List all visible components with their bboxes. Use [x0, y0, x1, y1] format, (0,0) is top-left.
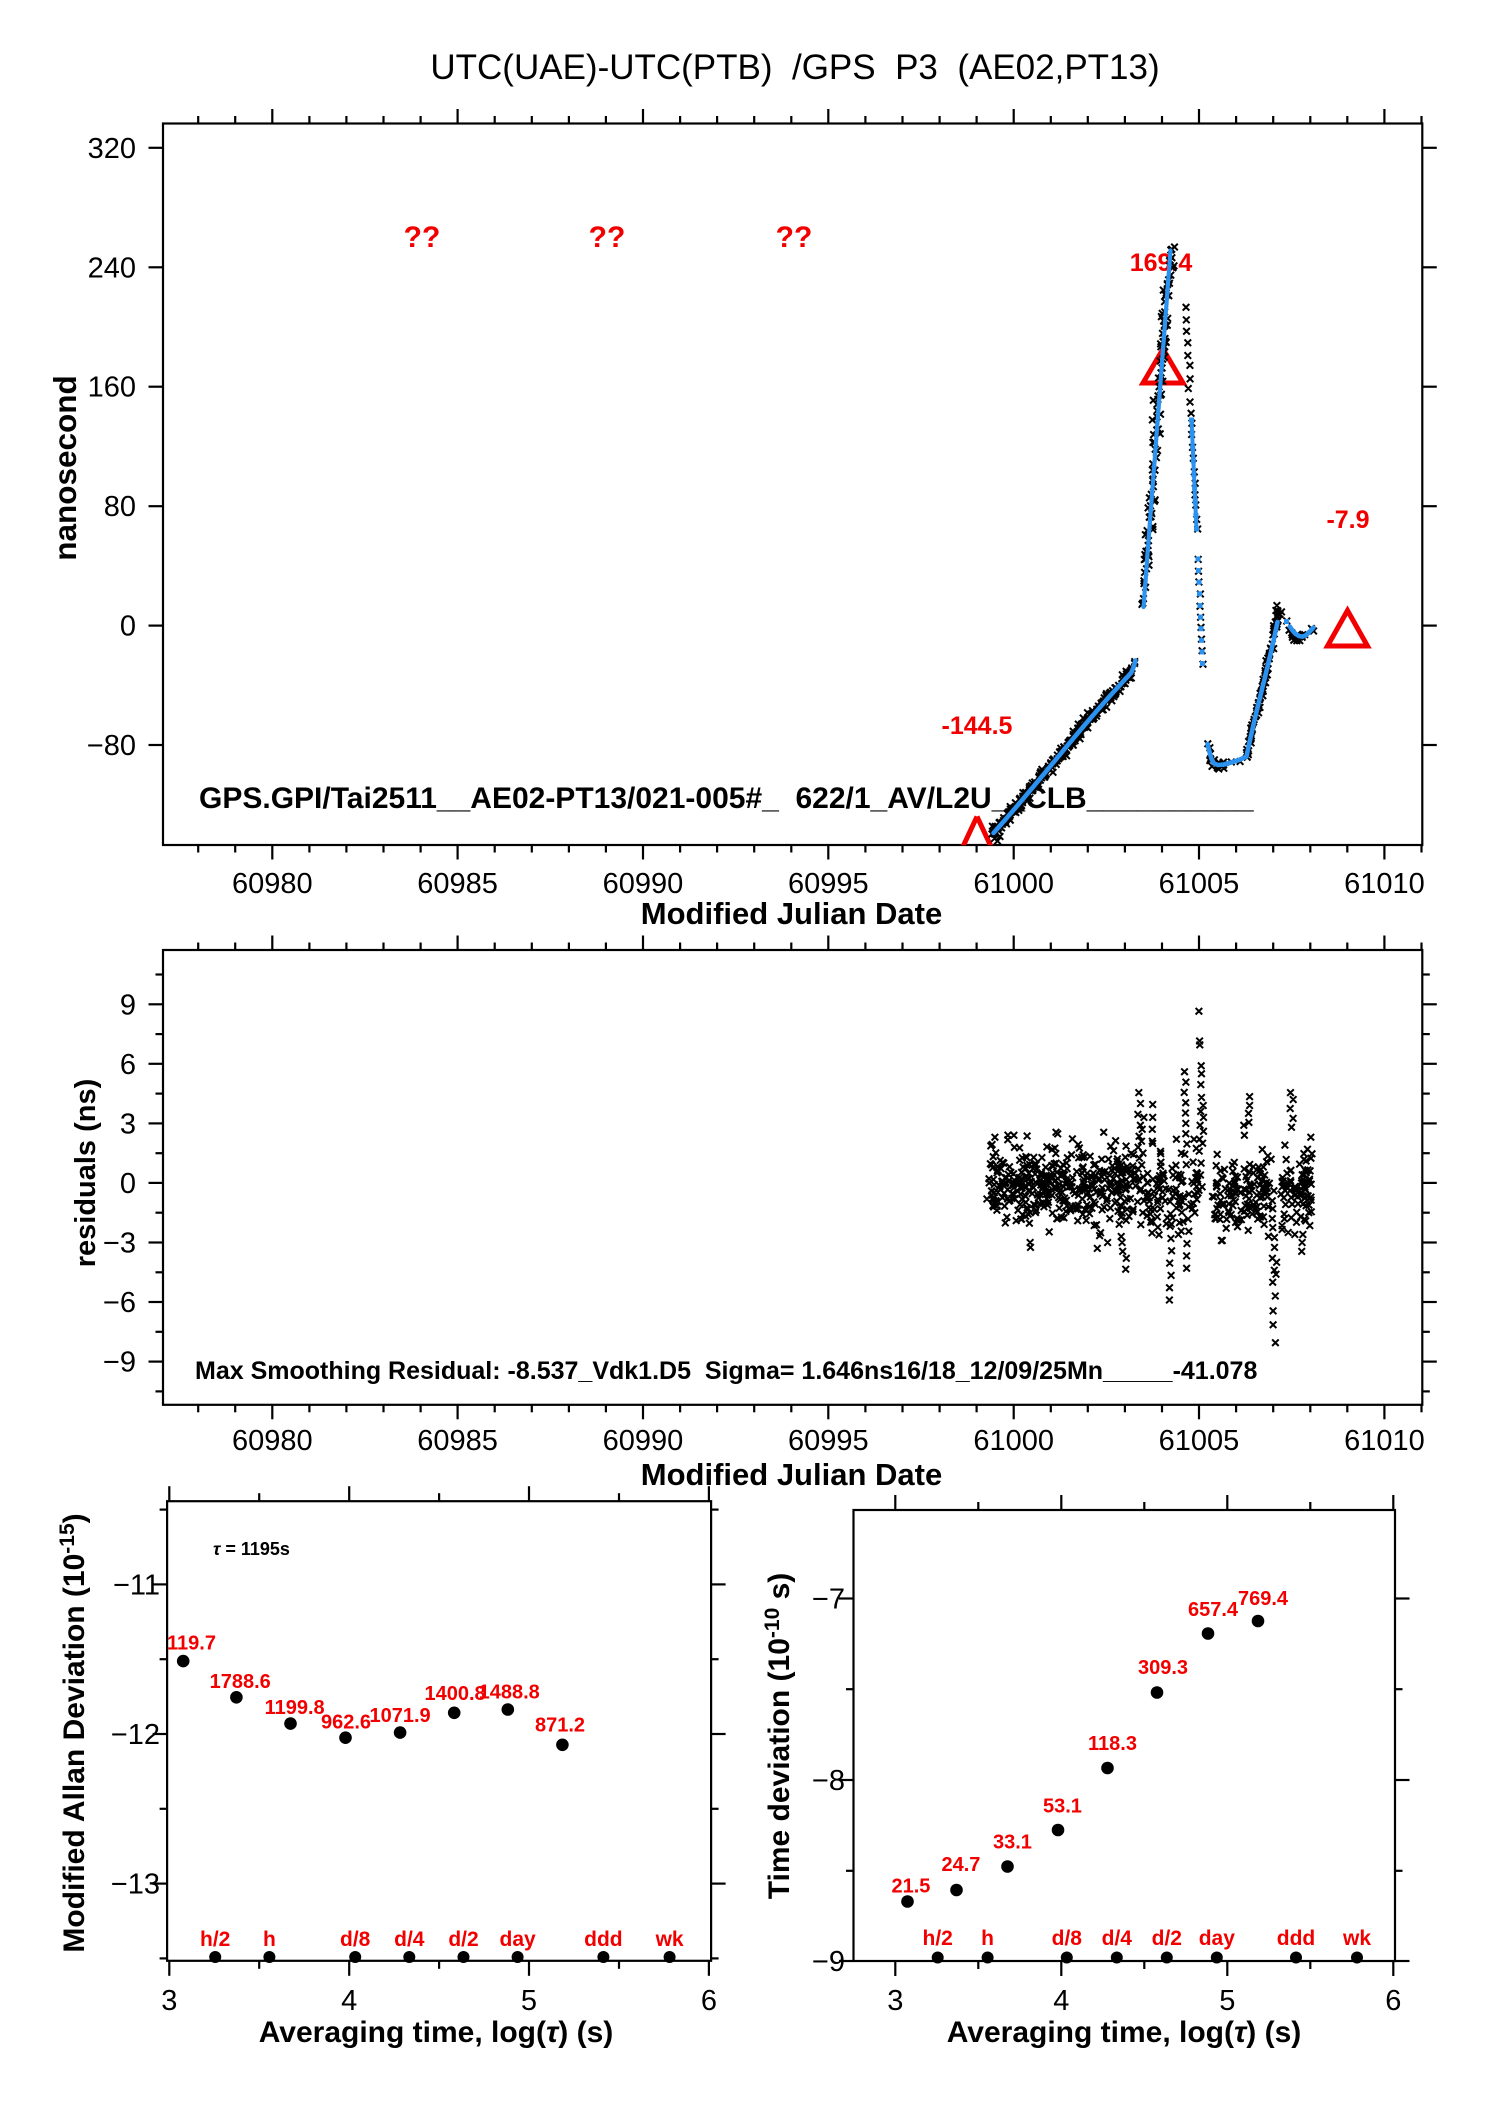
- svg-text:h: h: [263, 1928, 276, 1951]
- svg-text:d/8: d/8: [1052, 1927, 1083, 1950]
- svg-text:Averaging time, log(τ) (s): Averaging time, log(τ) (s): [259, 2016, 614, 2049]
- svg-text:Modified Julian Date: Modified Julian Date: [641, 896, 942, 931]
- svg-text:0: 0: [120, 611, 136, 643]
- svg-text:60985: 60985: [417, 868, 498, 900]
- svg-text:1071.9: 1071.9: [370, 1705, 431, 1727]
- svg-text:Averaging time, log(τ) (s): Averaging time, log(τ) (s): [947, 2016, 1302, 2049]
- svg-text:21.5: 21.5: [892, 1876, 931, 1898]
- svg-text:657.4: 657.4: [1188, 1599, 1239, 1621]
- svg-text:0: 0: [120, 1168, 136, 1200]
- svg-text:nanosecond: nanosecond: [47, 375, 83, 561]
- svg-text:wk: wk: [655, 1928, 684, 1951]
- svg-text:33.1: 33.1: [993, 1832, 1032, 1854]
- svg-text:6: 6: [1385, 1985, 1401, 2017]
- svg-text:τ = 1195s: τ = 1195s: [213, 1539, 290, 1559]
- svg-text:d/2: d/2: [1152, 1927, 1182, 1950]
- svg-text:residuals (ns): residuals (ns): [70, 1079, 102, 1268]
- svg-text:??: ??: [776, 221, 813, 254]
- svg-text:80: 80: [104, 491, 136, 523]
- svg-text:5: 5: [1219, 1985, 1235, 2017]
- svg-text:53.1: 53.1: [1043, 1796, 1082, 1818]
- svg-text:ddd: ddd: [1277, 1927, 1315, 1950]
- svg-text:160: 160: [88, 372, 136, 404]
- svg-text:−9: −9: [103, 1347, 136, 1379]
- svg-text:1199.8: 1199.8: [265, 1697, 325, 1719]
- svg-text:6: 6: [701, 1985, 717, 2017]
- svg-text:60980: 60980: [232, 868, 313, 900]
- svg-text:-144.5: -144.5: [942, 712, 1013, 740]
- svg-text:5: 5: [521, 1985, 537, 2017]
- svg-text:769.4: 769.4: [1238, 1588, 1289, 1610]
- svg-text:−9: −9: [812, 1946, 845, 1978]
- svg-text:61000: 61000: [973, 1425, 1054, 1457]
- svg-text:−11: −11: [113, 1569, 160, 1601]
- svg-text:1400.8: 1400.8: [425, 1683, 486, 1705]
- svg-text:3: 3: [120, 1108, 136, 1140]
- svg-text:60990: 60990: [603, 1425, 684, 1457]
- svg-text:h/2: h/2: [923, 1927, 953, 1950]
- svg-text:−3: −3: [103, 1228, 136, 1260]
- svg-text:??: ??: [404, 221, 441, 254]
- svg-text:ddd: ddd: [584, 1928, 622, 1951]
- svg-text:GPS.GPI/Tai2511__AE02-PT13/021: GPS.GPI/Tai2511__AE02-PT13/021-005#_ 622…: [199, 782, 1254, 815]
- svg-text:-7.9: -7.9: [1326, 506, 1369, 534]
- svg-text:320: 320: [88, 133, 136, 165]
- svg-text:Time deviation (10-10 s): Time deviation (10-10 s): [761, 1573, 796, 1900]
- svg-text:??: ??: [589, 221, 626, 254]
- svg-text:wk: wk: [1342, 1927, 1371, 1950]
- svg-text:d/4: d/4: [394, 1928, 425, 1951]
- svg-text:−8: −8: [812, 1765, 845, 1797]
- svg-text:4: 4: [341, 1985, 357, 2017]
- svg-text:60980: 60980: [232, 1425, 313, 1457]
- svg-text:d/8: d/8: [340, 1928, 371, 1951]
- svg-text:3: 3: [887, 1985, 903, 2017]
- svg-text:UTC(UAE)-UTC(PTB) /GPS P3 (: UTC(UAE)-UTC(PTB) /GPS P3 (AE02,PT13): [430, 48, 1159, 87]
- svg-text:61010: 61010: [1344, 868, 1425, 900]
- svg-text:−7: −7: [812, 1584, 845, 1616]
- svg-text:1488.8: 1488.8: [479, 1682, 540, 1704]
- svg-text:day: day: [1199, 1927, 1236, 1950]
- svg-text:169.4: 169.4: [1130, 249, 1193, 277]
- svg-text:24.7: 24.7: [942, 1854, 981, 1876]
- svg-text:871.2: 871.2: [535, 1715, 585, 1737]
- svg-text:−6: −6: [103, 1287, 136, 1319]
- svg-text:60995: 60995: [788, 1425, 869, 1457]
- svg-text:6: 6: [120, 1049, 136, 1081]
- svg-text:h/2: h/2: [200, 1928, 230, 1951]
- svg-text:h: h: [981, 1927, 994, 1950]
- svg-text:60990: 60990: [603, 868, 684, 900]
- svg-text:240: 240: [88, 252, 136, 284]
- svg-text:Modified Allan Deviation (10-1: Modified Allan Deviation (10-15): [56, 1513, 91, 1952]
- svg-text:61010: 61010: [1344, 1425, 1425, 1457]
- svg-text:962.6: 962.6: [321, 1711, 371, 1733]
- svg-text:9: 9: [120, 989, 136, 1021]
- svg-text:118.3: 118.3: [1088, 1733, 1137, 1755]
- svg-text:d/2: d/2: [448, 1928, 478, 1951]
- svg-text:119.7: 119.7: [167, 1632, 216, 1654]
- svg-text:day: day: [500, 1928, 537, 1951]
- svg-text:309.3: 309.3: [1138, 1657, 1188, 1679]
- svg-text:−13: −13: [111, 1869, 160, 1901]
- svg-text:61005: 61005: [1159, 868, 1240, 900]
- svg-text:1788.6: 1788.6: [210, 1671, 271, 1693]
- svg-text:d/4: d/4: [1102, 1927, 1133, 1950]
- svg-text:61005: 61005: [1159, 1425, 1240, 1457]
- svg-text:4: 4: [1053, 1985, 1069, 2017]
- svg-text:−12: −12: [111, 1719, 160, 1751]
- svg-text:−80: −80: [87, 730, 136, 762]
- svg-text:3: 3: [161, 1985, 177, 2017]
- svg-text:60985: 60985: [417, 1425, 498, 1457]
- svg-text:Max Smoothing Residual: -8.537: Max Smoothing Residual: -8.537_Vdk1.D5 S…: [195, 1357, 1257, 1385]
- svg-text:61000: 61000: [973, 868, 1054, 900]
- svg-text:Modified Julian Date: Modified Julian Date: [641, 1457, 942, 1492]
- svg-text:60995: 60995: [788, 868, 869, 900]
